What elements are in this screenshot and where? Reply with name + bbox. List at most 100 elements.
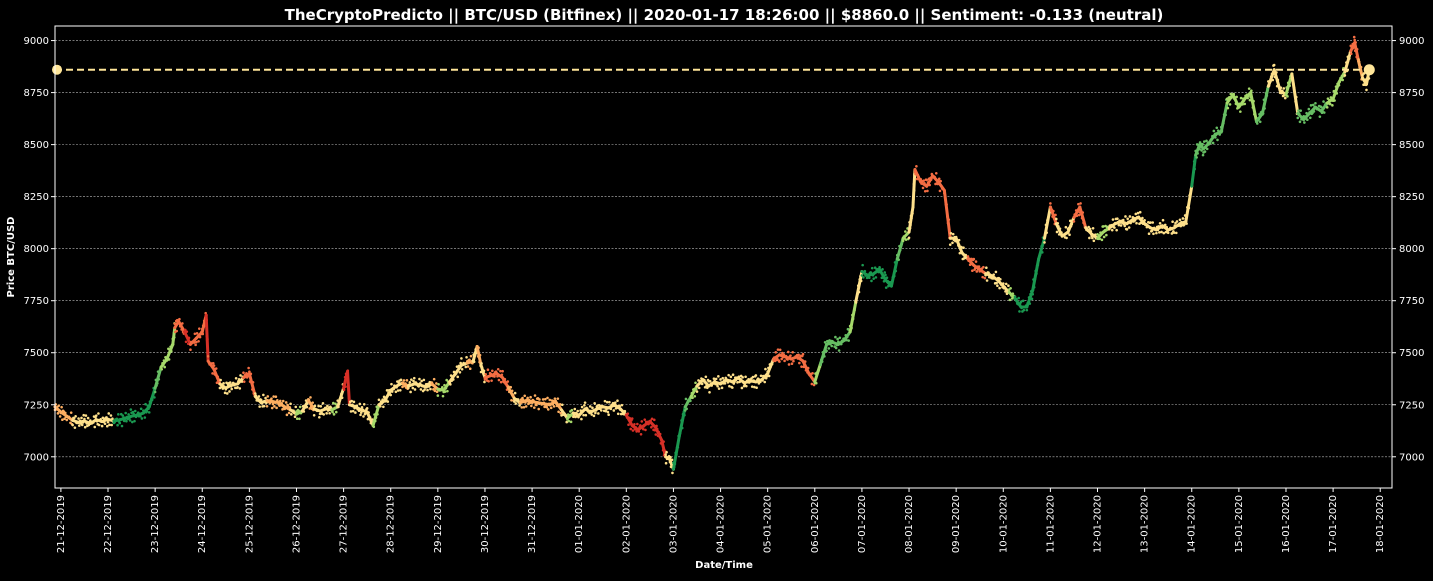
price-point [1288, 84, 1291, 88]
price-point [298, 405, 302, 409]
price-point [620, 403, 624, 407]
price-point [1267, 84, 1271, 88]
price-point [132, 412, 136, 416]
price-point [1010, 294, 1013, 297]
price-point [509, 385, 513, 389]
x-tick-label: 26-12-2019 [291, 495, 302, 553]
price-point [1047, 213, 1051, 217]
price-point [139, 407, 143, 411]
price-point [1088, 227, 1092, 231]
price-point [507, 385, 510, 388]
price-point [652, 418, 656, 422]
price-point [511, 393, 515, 396]
price-point [987, 271, 990, 275]
price-point [685, 407, 688, 411]
price-point [1361, 73, 1364, 77]
price-point [198, 327, 201, 330]
price-point [1216, 138, 1219, 142]
price-point [108, 423, 111, 427]
price-point [1025, 308, 1029, 312]
price-point [564, 413, 568, 417]
price-point [288, 406, 292, 409]
price-point [850, 326, 853, 330]
price-point [1086, 229, 1090, 233]
price-point [704, 375, 708, 379]
price-point [483, 380, 486, 384]
price-point [1299, 109, 1303, 112]
price-point [138, 412, 141, 416]
price-point [582, 413, 585, 417]
price-point [1128, 215, 1132, 218]
price-point [1337, 83, 1341, 87]
price-point [960, 251, 964, 254]
price-point [912, 189, 916, 192]
price-point [894, 269, 898, 273]
price-point [1058, 227, 1062, 230]
price-point [1172, 231, 1176, 234]
price-point [811, 371, 814, 375]
price-point [934, 171, 938, 175]
price-point [1255, 119, 1258, 122]
price-point [195, 332, 199, 335]
price-point [599, 409, 603, 412]
price-point [778, 360, 781, 363]
x-tick-label: 10-01-2020 [998, 495, 1009, 553]
price-point [1291, 76, 1294, 80]
price-point [271, 402, 275, 406]
price-point [1232, 92, 1236, 96]
price-point [946, 221, 950, 225]
price-point [69, 411, 73, 414]
price-point [926, 189, 929, 193]
price-point [552, 399, 555, 403]
price-point [490, 379, 493, 383]
price-point [554, 399, 557, 403]
price-point [228, 390, 231, 393]
price-point [373, 419, 377, 423]
price-point [668, 460, 672, 464]
price-point [499, 380, 503, 384]
price-point [313, 404, 317, 408]
price-segment [1266, 68, 1276, 88]
price-point [937, 179, 940, 183]
price-point [1264, 91, 1268, 95]
price-point [82, 413, 86, 417]
price-point [1297, 112, 1301, 115]
price-point [287, 411, 291, 415]
price-point [994, 270, 998, 274]
price-point [717, 387, 721, 390]
x-tick-label: 21-12-2019 [56, 495, 67, 553]
price-point [845, 335, 849, 339]
x-tick-label: 09-01-2020 [951, 495, 962, 553]
price-point [480, 366, 484, 369]
price-point [673, 462, 677, 466]
price-point [273, 405, 276, 408]
price-point [827, 347, 831, 350]
price-point [731, 373, 735, 377]
price-point [289, 402, 292, 406]
price-point [639, 424, 642, 427]
price-point [177, 321, 180, 325]
price-point [949, 231, 953, 235]
price-point [1198, 147, 1201, 151]
price-point [1022, 308, 1026, 312]
price-point [275, 406, 278, 410]
price-point [1338, 80, 1342, 84]
x-tick-label: 03-01-2020 [668, 495, 679, 553]
price-point [219, 378, 222, 382]
price-point [1361, 77, 1365, 80]
price-point [964, 253, 968, 257]
price-point [1312, 110, 1316, 113]
price-point [901, 239, 905, 243]
price-point [678, 434, 681, 438]
price-point [915, 165, 918, 168]
price-point [133, 419, 136, 423]
price-point [533, 394, 537, 397]
price-point [307, 398, 311, 402]
price-point [790, 362, 794, 366]
price-point [1178, 218, 1182, 222]
price-point [637, 430, 641, 433]
price-point [908, 226, 912, 230]
price-point [324, 406, 328, 410]
price-point [1349, 52, 1353, 56]
x-tick-label: 28-12-2019 [386, 495, 397, 553]
